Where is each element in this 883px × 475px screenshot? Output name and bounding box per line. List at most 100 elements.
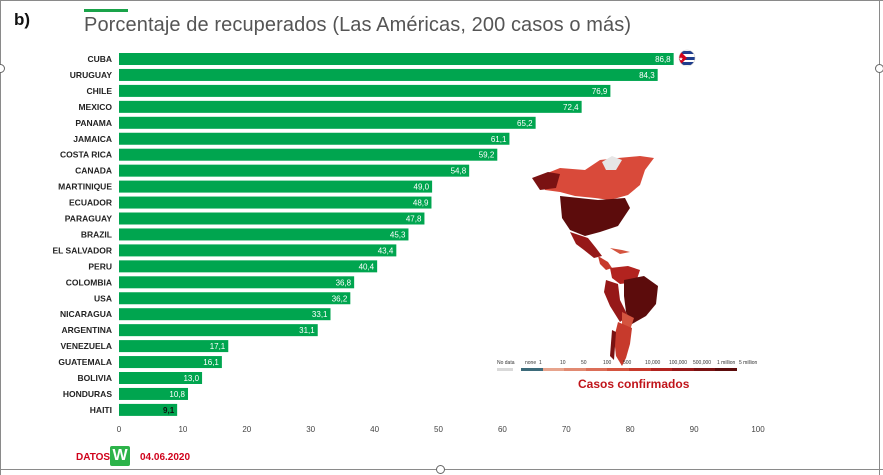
category-label: HAITI [90, 405, 112, 415]
bar [119, 260, 378, 273]
legend-label: 500,000 [693, 360, 712, 366]
category-label: ECUADOR [69, 198, 112, 208]
category-label: CANADA [75, 166, 112, 176]
legend-swatch [497, 368, 513, 371]
bar [119, 387, 189, 400]
bar [119, 196, 432, 209]
data-label: 31,1 [299, 326, 315, 335]
data-label: 40,4 [359, 262, 375, 271]
category-label: PARAGUAY [65, 214, 113, 224]
bar [119, 403, 178, 416]
data-label: 54,8 [451, 167, 467, 176]
data-label: 45,3 [390, 230, 406, 239]
americas-map [532, 156, 658, 366]
legend-swatch [607, 368, 629, 371]
data-label: 43,4 [378, 246, 394, 255]
legend-label: 1 [539, 360, 542, 366]
data-label: 47,8 [406, 215, 422, 224]
map-chile-strip [610, 330, 616, 360]
x-tick-label: 50 [434, 425, 443, 434]
resize-handle-bottom[interactable] [436, 465, 445, 474]
legend-swatch [564, 368, 586, 371]
legend-label: 10,000 [645, 360, 661, 366]
legend-label: No data [497, 360, 515, 366]
x-tick-label: 60 [498, 425, 507, 434]
bar [119, 292, 351, 305]
category-label: ARGENTINA [61, 325, 112, 335]
category-label: PANAMA [75, 118, 112, 128]
map-ecuador-peru [604, 280, 628, 322]
category-label: CHILE [87, 86, 113, 96]
bar [119, 308, 331, 321]
map-chile-argentina [614, 322, 632, 366]
data-label: 61,1 [491, 135, 507, 144]
x-tick-label: 0 [117, 425, 122, 434]
data-label: 84,3 [639, 71, 655, 80]
category-label: BRAZIL [81, 229, 112, 239]
bar [119, 116, 536, 129]
category-label: COSTA RICA [60, 150, 112, 160]
bar [119, 53, 674, 65]
frame-left-line [0, 0, 1, 475]
data-label: 16,1 [203, 358, 219, 367]
map-usa [560, 196, 630, 236]
bars-layer: CUBA 86,8 URUGUAY 84,3 CHILE 76,9 MEXICO 72,4 PA… [52, 53, 674, 416]
map-central-america [598, 256, 612, 270]
legend-gradient [521, 368, 737, 371]
data-label: 13,0 [183, 374, 199, 383]
bar [119, 68, 658, 81]
footer-source-label: DATOS [76, 452, 111, 463]
legend-swatch [585, 368, 608, 371]
title-accent-bar [84, 9, 128, 12]
x-tick-label: 90 [690, 425, 699, 434]
data-label: 86,8 [655, 55, 671, 64]
legend-label: 500 [623, 360, 632, 366]
legend-label: 50 [581, 360, 587, 366]
bar [119, 324, 318, 337]
category-label: NICARAGUA [60, 309, 112, 319]
legend-label: 5 million [739, 360, 758, 366]
frame-right-line [879, 0, 880, 475]
footer-date: 04.06.2020 [140, 452, 191, 463]
data-label: 36,8 [336, 278, 352, 287]
map-canada [540, 156, 654, 200]
bar [119, 148, 498, 161]
bar [119, 244, 397, 257]
legend-label: 100 [603, 360, 612, 366]
bar [119, 340, 229, 353]
bar [119, 276, 355, 289]
legend-swatch [650, 368, 673, 371]
legend-label: 10 [560, 360, 566, 366]
x-tick-label: 20 [242, 425, 251, 434]
resize-handle-right[interactable] [875, 64, 883, 73]
legend-swatch [715, 368, 737, 371]
category-label: JAMAICA [73, 134, 112, 144]
x-tick-label: 80 [626, 425, 635, 434]
legend-swatch [693, 368, 716, 371]
x-tick-label: 40 [370, 425, 379, 434]
data-label: 17,1 [210, 342, 226, 351]
panel-label: b) [14, 10, 31, 29]
data-label: 49,0 [414, 183, 430, 192]
bar [119, 100, 582, 113]
x-tick-label: 70 [562, 425, 571, 434]
bar [119, 180, 433, 193]
bar [119, 356, 222, 369]
category-label: BOLIVIA [78, 373, 112, 383]
chart-title: Porcentaje de recuperados (Las Américas,… [84, 14, 632, 36]
category-label: USA [94, 293, 112, 303]
category-label: HONDURAS [63, 389, 112, 399]
bar [119, 84, 611, 97]
category-label: EL SALVADOR [52, 245, 112, 255]
x-tick-label: 30 [306, 425, 315, 434]
map-brazil [624, 276, 658, 324]
data-label: 48,9 [413, 199, 429, 208]
data-label: 9,1 [163, 406, 175, 415]
resize-handle-left[interactable] [0, 64, 5, 73]
x-axis: 0 10 20 30 40 50 60 70 80 90 100 [117, 425, 765, 434]
category-label: COLOMBIA [66, 277, 112, 287]
bar [119, 212, 425, 225]
data-label: 76,9 [592, 87, 608, 96]
legend-swatch [521, 368, 543, 371]
